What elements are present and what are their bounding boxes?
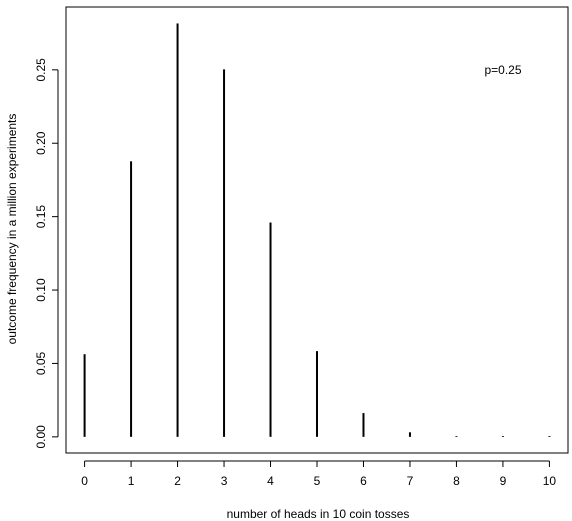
plot-frame	[65, 6, 569, 454]
x-tick-label-2: 2	[174, 474, 181, 488]
x-tick-label-5: 5	[314, 474, 321, 488]
bar-7	[408, 432, 411, 437]
bar-9	[501, 436, 504, 437]
y-axis: 0.00 0.05 0.10 0.15 0.20 0.25	[34, 58, 59, 449]
bar-2	[176, 23, 179, 437]
bar-3	[223, 69, 226, 437]
x-tick-label-4: 4	[267, 474, 274, 488]
bar-5	[316, 351, 318, 437]
y-tick-label-0.20: 0.20	[34, 131, 48, 155]
x-axis-title: number of heads in 10 coin tosses	[227, 507, 410, 521]
y-tick-label-0.00: 0.00	[34, 425, 48, 449]
x-tick-label-3: 3	[221, 474, 228, 488]
y-tick-label-0.15: 0.15	[34, 205, 48, 229]
bar-10	[548, 436, 551, 437]
y-tick-label-0.10: 0.10	[34, 278, 48, 302]
y-tick-label-0.25: 0.25	[34, 58, 48, 82]
x-axis: 0 1 2 3 4 5 6 7 8 9 10	[81, 460, 557, 488]
x-tick-label-9: 9	[500, 474, 507, 488]
y-tick-label-0.05: 0.05	[34, 351, 48, 375]
x-tick-label-7: 7	[407, 474, 414, 488]
bar-4	[269, 222, 272, 437]
bar-0	[83, 354, 86, 437]
y-axis-title: outcome frequency in a million experimen…	[5, 114, 19, 345]
probability-annotation: p=0.25	[484, 63, 521, 77]
bar-8	[455, 436, 458, 437]
bars-group	[83, 23, 551, 437]
x-tick-label-1: 1	[128, 474, 135, 488]
x-tick-label-0: 0	[81, 474, 88, 488]
x-tick-label-6: 6	[360, 474, 367, 488]
bar-1	[130, 161, 133, 437]
x-tick-label-10: 10	[543, 474, 557, 488]
bar-6	[362, 413, 365, 437]
x-tick-label-8: 8	[453, 474, 460, 488]
